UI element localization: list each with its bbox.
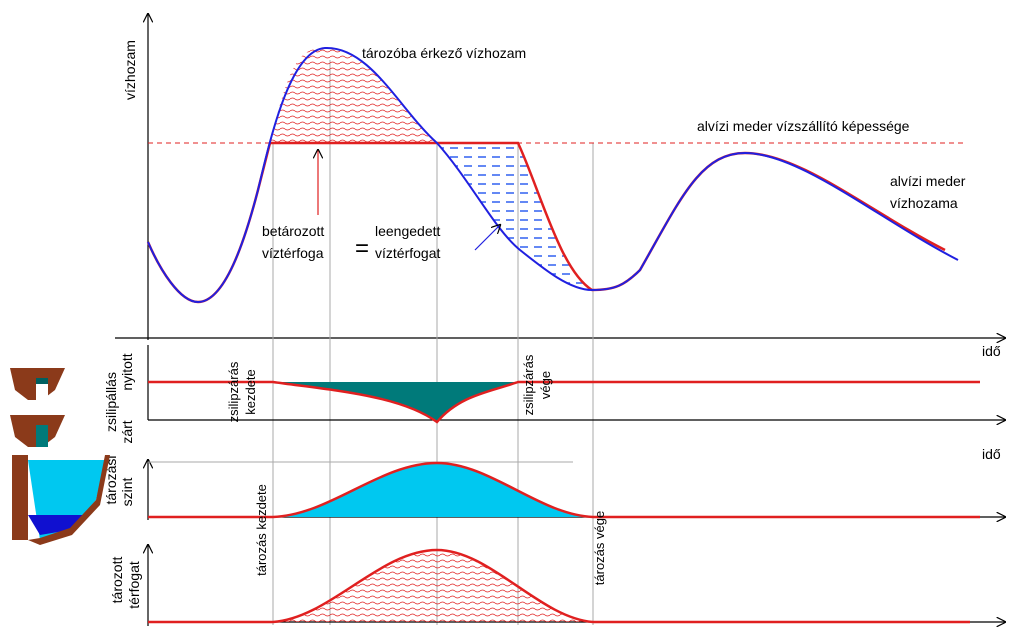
open-label: nyitott [119,353,135,390]
stored-label: betározott [262,223,324,239]
level-panel: tározási szint tározás kezdete tározás v… [103,455,1005,585]
x-label: idő [982,343,1001,359]
volume-label: tározott [109,557,125,604]
x-label: idő [982,446,1001,462]
storage-start-label: tározás kezdete [254,484,269,576]
capacity-label: alvízi meder vízszállító képessége [697,118,910,134]
gate-end-label: zsilipzárás [521,354,536,415]
stored-label: víztérfoga [262,245,324,261]
released-label: leengedett [375,223,441,239]
gate-label: zsilipállás [103,372,119,432]
released-arrow [475,225,500,250]
stored-volume-area [270,48,437,143]
gate-panel: zsilipállás nyitott zárt zsilipzárás kez… [103,345,1005,462]
level-label: szint [119,478,135,507]
gate-start-label: zsilipzárás [226,361,241,422]
outflow-label: vízhozama [890,195,958,211]
gate-end-label: vége [538,371,553,399]
volume-panel: tározott térfogat [109,545,1005,626]
volume-curve [148,550,970,622]
guides [273,60,593,625]
gate-start-label: kezdete [243,369,258,415]
storage-end-label: tározás vége [592,511,607,585]
inflow-label: tározóba érkező vízhozam [362,45,526,61]
volume-label: térfogat [126,561,142,609]
y-label: vízhozam [122,40,138,100]
main-plot: vízhozam tározóba érkező vízhozam alvízi… [115,14,1005,625]
closed-label: zárt [119,420,135,443]
released-label: víztérfogat [375,245,440,261]
diagram: vízhozam tározóba érkező vízhozam alvízi… [0,0,1011,628]
volume-area [273,550,593,622]
level-area [273,463,593,517]
outflow-label: alvízi meder [890,173,966,189]
released-volume-area [437,143,592,290]
icons [10,368,110,545]
equals-sign: = [355,235,369,262]
